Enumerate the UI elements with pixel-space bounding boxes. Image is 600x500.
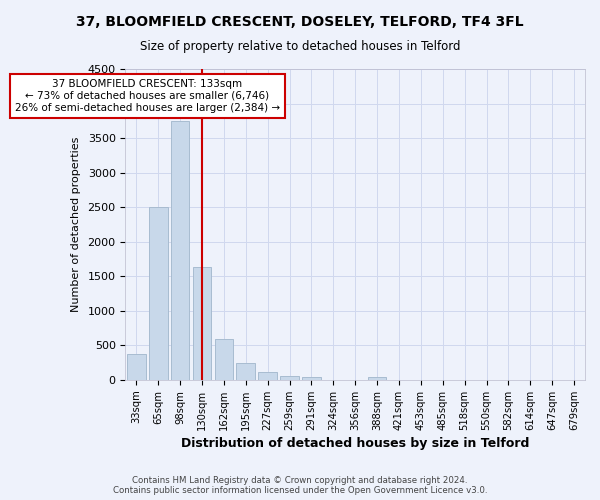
Text: 37, BLOOMFIELD CRESCENT, DOSELEY, TELFORD, TF4 3FL: 37, BLOOMFIELD CRESCENT, DOSELEY, TELFOR…: [76, 15, 524, 29]
Bar: [302, 377, 321, 380]
Bar: [280, 376, 299, 380]
Bar: [193, 266, 211, 380]
Bar: [368, 376, 386, 380]
Text: Size of property relative to detached houses in Telford: Size of property relative to detached ho…: [140, 40, 460, 53]
X-axis label: Distribution of detached houses by size in Telford: Distribution of detached houses by size …: [181, 437, 529, 450]
Y-axis label: Number of detached properties: Number of detached properties: [71, 137, 80, 312]
Bar: [127, 354, 146, 380]
Bar: [236, 364, 255, 380]
Bar: [149, 206, 167, 380]
Text: Contains HM Land Registry data © Crown copyright and database right 2024.
Contai: Contains HM Land Registry data © Crown c…: [113, 476, 487, 495]
Bar: [259, 372, 277, 380]
Bar: [171, 121, 190, 380]
Bar: [215, 339, 233, 380]
Text: 37 BLOOMFIELD CRESCENT: 133sqm
← 73% of detached houses are smaller (6,746)
26% : 37 BLOOMFIELD CRESCENT: 133sqm ← 73% of …: [15, 80, 280, 112]
